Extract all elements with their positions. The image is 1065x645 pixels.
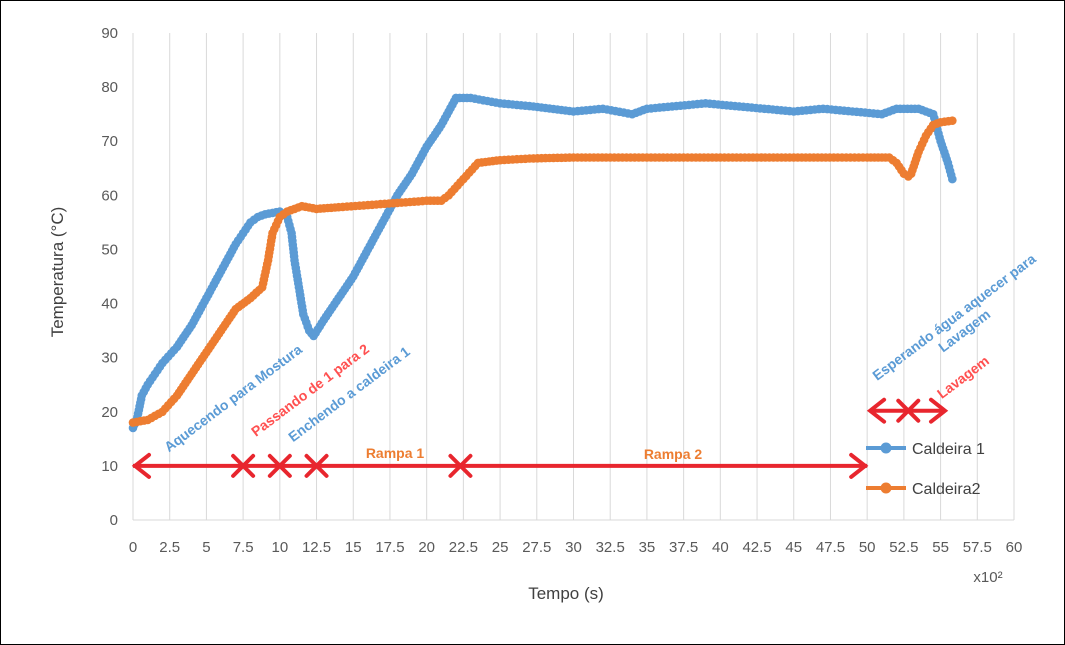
x-tick-label: 7.5 [233, 539, 254, 556]
x-axis-multiplier: x10² [973, 569, 1002, 586]
axes: 0 2.5 5 7.5 10 12.5 15 17.5 20 22.5 25 27.5 30 32.5 35… [101, 25, 1022, 556]
x-tick-label: 47.5 [816, 539, 845, 556]
x-tick-label: 27.5 [522, 539, 551, 556]
y-tick-label: 80 [101, 79, 118, 96]
arrow-head [928, 397, 949, 424]
x-tick-label: 10 [271, 539, 288, 556]
y-tick-label: 90 [101, 25, 118, 42]
x-axis-title: Tempo (s) [528, 584, 604, 603]
legend-item: Caldeira 1 [866, 441, 985, 458]
x-tick-label: 30 [565, 539, 582, 556]
y-tick-label: 20 [101, 404, 118, 421]
x-tick-label: 40 [712, 539, 729, 556]
arrow-head [866, 397, 887, 424]
x-tick-label: 55 [932, 539, 949, 556]
y-axis-title: Temperatura (°C) [48, 207, 67, 338]
phase-label: Aquecendo para Mostura [161, 341, 305, 455]
y-tick-label: 40 [101, 296, 118, 313]
legend: Caldeira 1 Caldeira2 [866, 441, 985, 498]
x-tick-label: 60 [1006, 539, 1023, 556]
y-tick-label: 60 [101, 187, 118, 204]
x-tick-label: 42.5 [742, 539, 771, 556]
x-tick-label: 57.5 [963, 539, 992, 556]
y-tick-label: 70 [101, 133, 118, 150]
legend-label: Caldeira 1 [912, 441, 985, 458]
x-tick-label: 45 [785, 539, 802, 556]
x-tick-label: 22.5 [449, 539, 478, 556]
x-tick-label: 5 [202, 539, 210, 556]
y-tick-label: 30 [101, 350, 118, 367]
series-layer [128, 93, 957, 433]
phase-boundary-mark [267, 453, 292, 478]
legend-marker [880, 482, 892, 494]
x-tick-label: 35 [639, 539, 656, 556]
y-tick-label: 50 [101, 241, 118, 258]
arrow-head [849, 452, 869, 479]
phase-label: Rampa 1 [366, 445, 425, 461]
phase-label: Lavagem [934, 352, 992, 401]
x-tick-label: 50 [859, 539, 876, 556]
legend-marker [880, 442, 892, 454]
data-point [948, 116, 957, 125]
y-tick-label: 10 [101, 458, 118, 475]
x-tick-label: 15 [345, 539, 362, 556]
x-tick-label: 32.5 [596, 539, 625, 556]
data-point [948, 174, 957, 184]
legend-item: Caldeira2 [866, 481, 981, 498]
x-tick-label: 20 [418, 539, 435, 556]
x-tick-label: 25 [492, 539, 509, 556]
phase-boundary-mark [896, 398, 921, 423]
arrow-head [131, 452, 151, 479]
phase-boundary-mark [231, 453, 256, 478]
x-tick-label: 0 [129, 539, 137, 556]
legend-label: Caldeira2 [912, 481, 981, 498]
y-tick-label: 0 [110, 512, 118, 529]
phase-boundary-mark [304, 453, 329, 478]
phase-boundary-mark [448, 453, 473, 478]
phase-label: Rampa 2 [644, 446, 703, 462]
x-tick-label: 12.5 [302, 539, 331, 556]
x-tick-label: 2.5 [159, 539, 180, 556]
x-tick-label: 17.5 [375, 539, 404, 556]
x-tick-label: 37.5 [669, 539, 698, 556]
x-tick-label: 52.5 [889, 539, 918, 556]
series-2 [128, 116, 957, 427]
